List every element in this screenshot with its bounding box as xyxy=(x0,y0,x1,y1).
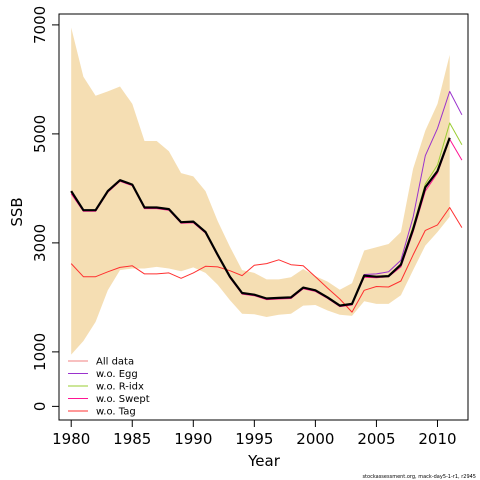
x-tick-label: 2010 xyxy=(418,430,456,448)
legend-label-w-o-swept: w.o. Swept xyxy=(96,394,150,405)
x-tick-label: 1980 xyxy=(52,430,90,448)
confidence-band-layer xyxy=(71,27,450,355)
y-tick-label: 1000 xyxy=(31,333,49,371)
x-tick-label: 2005 xyxy=(357,430,395,448)
x-tick-label: 1990 xyxy=(174,430,212,448)
y-tick-label: 7000 xyxy=(31,6,49,44)
legend-label-w-o-tag: w.o. Tag xyxy=(96,407,136,418)
legend-label-w-o-egg: w.o. Egg xyxy=(96,369,138,380)
legend-label-all-data: All data xyxy=(96,357,134,368)
series-line-w-o-tag xyxy=(70,207,463,313)
y-tick-label: 0 xyxy=(31,402,49,412)
x-axis: 1980 1985 1990 1995 2000 2005 2010 xyxy=(52,419,457,448)
legend-label-w-o-r-idx: w.o. R-idx xyxy=(96,382,144,393)
x-tick-label: 1995 xyxy=(235,430,273,448)
y-axis-title: SSB xyxy=(8,197,26,226)
y-axis: 0 1000 3000 5000 7000 xyxy=(31,6,60,412)
confidence-band xyxy=(71,27,450,355)
series-lines-layer xyxy=(70,90,463,313)
x-axis-title: Year xyxy=(247,452,281,470)
footnote: stockassessment.org, mack-day5-1-r1, r29… xyxy=(362,474,476,480)
y-tick-label: 3000 xyxy=(31,224,49,262)
y-tick-label: 5000 xyxy=(31,115,49,153)
x-tick-label: 2000 xyxy=(296,430,334,448)
x-tick-label: 1985 xyxy=(113,430,151,448)
series-line-base xyxy=(70,137,451,307)
